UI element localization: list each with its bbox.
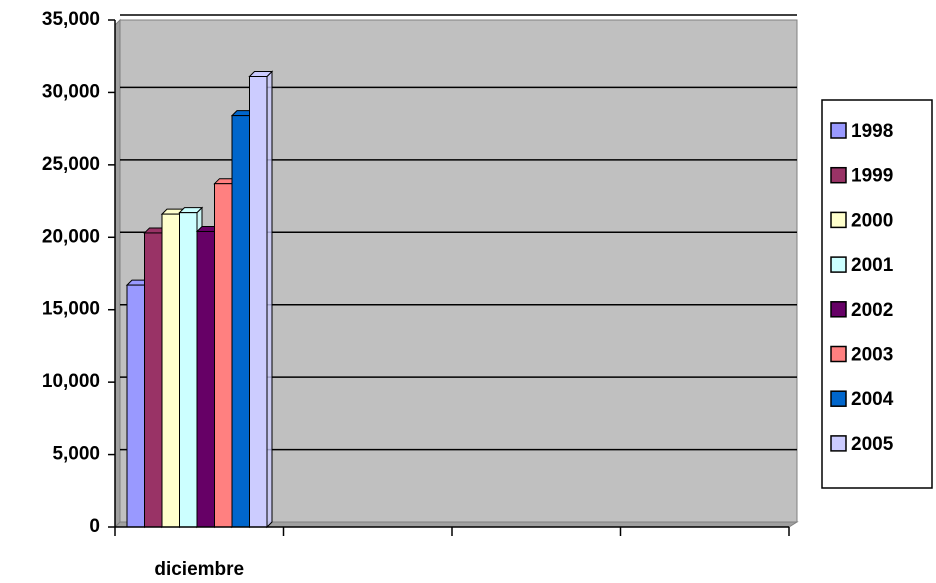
bar: [231, 115, 250, 528]
y-tick-label: 5,000: [52, 444, 100, 465]
bar: [179, 212, 198, 528]
legend-label: 2004: [851, 389, 894, 410]
legend-swatch: [830, 256, 847, 273]
y-tick-label: 15,000: [42, 299, 100, 320]
legend-label: 2000: [851, 210, 893, 231]
bar: [144, 232, 163, 528]
legend-swatch: [830, 390, 847, 407]
bar: [214, 183, 233, 528]
y-tick-label: 30,000: [42, 81, 100, 102]
y-tick-label: 25,000: [42, 154, 100, 175]
legend-label: 2003: [851, 345, 893, 366]
legend-swatch: [830, 166, 847, 184]
legend-label: 1999: [851, 166, 893, 187]
legend-label: 2001: [851, 255, 894, 276]
legend-label: 1998: [851, 121, 893, 142]
legend-box: [821, 99, 933, 489]
legend-label: 2002: [851, 300, 893, 321]
legend-swatch: [830, 435, 847, 452]
y-tick-label: 10,000: [42, 371, 100, 392]
legend-swatch: [830, 345, 847, 363]
bar: [126, 284, 145, 528]
bar: [196, 230, 215, 528]
legend-swatch: [830, 301, 847, 318]
y-tick-label: 0: [89, 516, 100, 537]
bar: [249, 75, 268, 528]
bar: [161, 213, 180, 528]
legend-swatch: [830, 211, 847, 229]
legend-label: 2005: [851, 434, 894, 455]
x-tick-label: diciembre: [154, 559, 244, 580]
y-tick-label: 35,000: [42, 9, 100, 30]
y-tick-label: 20,000: [42, 226, 100, 247]
bar-side: [266, 70, 273, 529]
legend-swatch: [830, 122, 847, 139]
